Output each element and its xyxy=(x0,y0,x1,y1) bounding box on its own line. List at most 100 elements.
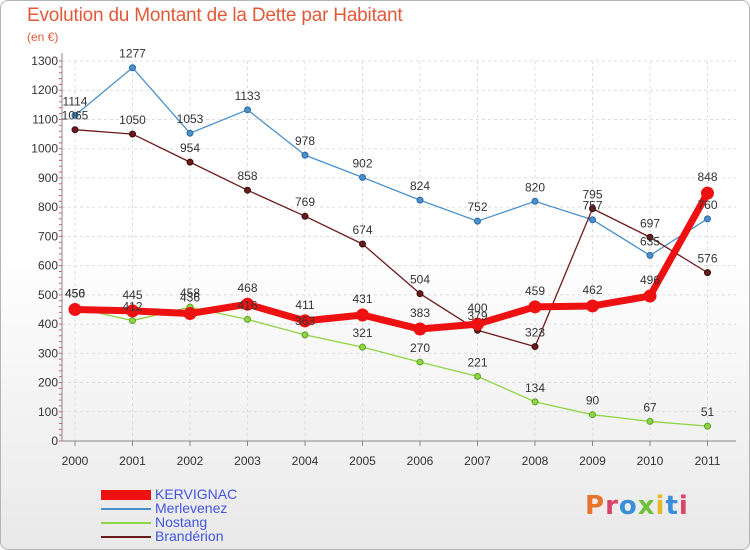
y-tick-label: 100 xyxy=(38,405,58,419)
x-tick-label: 2005 xyxy=(349,454,376,468)
x-tick-label: 2004 xyxy=(292,454,319,468)
data-point xyxy=(474,217,481,225)
series-line xyxy=(74,129,709,348)
data-label: 458 xyxy=(180,286,200,300)
chart-title: Evolution du Montant de la Dette par Hab… xyxy=(27,5,403,26)
data-label: 674 xyxy=(352,223,372,237)
data-point xyxy=(359,343,366,351)
data-point xyxy=(704,215,711,223)
data-label: 1065 xyxy=(62,109,89,123)
chart-unit-label: (en €) xyxy=(27,30,59,44)
data-point xyxy=(589,411,596,419)
logo-letter: r xyxy=(605,491,619,521)
logo-letter: o xyxy=(618,491,638,521)
series-line xyxy=(71,189,711,333)
series-line xyxy=(74,306,709,427)
data-point xyxy=(704,422,711,430)
data-point xyxy=(129,64,136,72)
y-tick-label: 0 xyxy=(51,434,58,448)
x-tick-label: 2011 xyxy=(695,454,721,468)
data-point xyxy=(413,322,427,336)
y-tick-label: 200 xyxy=(38,376,58,390)
data-point xyxy=(244,315,251,323)
data-point xyxy=(359,240,366,248)
y-tick-label: 500 xyxy=(38,288,58,302)
data-label: 411 xyxy=(295,298,314,312)
data-label: 760 xyxy=(697,198,717,212)
data-label: 445 xyxy=(122,288,142,302)
data-label: 697 xyxy=(640,216,660,230)
legend-label: Brandérion xyxy=(155,528,224,544)
x-tick-label: 2006 xyxy=(407,454,434,468)
data-point xyxy=(301,151,309,159)
legend-swatch xyxy=(101,508,151,510)
data-point xyxy=(416,196,424,204)
legend-swatch xyxy=(101,522,151,524)
data-point xyxy=(71,126,79,134)
y-tick-label: 700 xyxy=(38,229,58,243)
data-point xyxy=(701,186,714,200)
data-label: 978 xyxy=(295,134,315,148)
data-label: 436 xyxy=(180,291,200,305)
data-label: 496 xyxy=(640,273,660,287)
x-tick-label: 2002 xyxy=(177,454,204,468)
data-point xyxy=(186,158,194,166)
legend-swatch xyxy=(101,536,151,538)
data-point xyxy=(241,297,254,311)
data-point xyxy=(528,300,542,314)
data-point xyxy=(589,205,596,213)
x-tick-label: 2003 xyxy=(234,454,261,468)
data-point xyxy=(298,314,312,328)
logo-letter: i xyxy=(678,491,689,521)
legend-label: KERVIGNAC xyxy=(155,486,238,502)
data-label: 383 xyxy=(410,306,430,320)
data-label: 1277 xyxy=(119,47,146,61)
data-label: 824 xyxy=(410,179,430,193)
data-point xyxy=(531,197,539,205)
data-point xyxy=(244,106,251,114)
y-tick-label: 600 xyxy=(38,259,58,273)
data-label: 90 xyxy=(586,394,600,408)
data-label: 379 xyxy=(467,309,487,323)
data-label: 270 xyxy=(410,341,430,355)
x-tick-label: 2007 xyxy=(464,454,491,468)
data-point xyxy=(126,304,139,318)
y-tick-label: 1100 xyxy=(32,112,58,126)
data-point xyxy=(531,343,539,351)
data-label: 134 xyxy=(525,381,545,395)
data-label: 504 xyxy=(410,273,430,287)
data-label: 416 xyxy=(237,298,257,312)
logo-letter: x xyxy=(637,491,656,521)
data-label: 51 xyxy=(701,405,715,419)
data-point xyxy=(71,111,79,119)
data-label: 468 xyxy=(237,281,257,295)
data-point xyxy=(129,130,136,138)
data-label: 323 xyxy=(525,326,545,340)
data-point xyxy=(416,358,424,366)
data-label: 459 xyxy=(525,284,545,298)
legend-label: Merlevenez xyxy=(155,500,228,516)
data-label: 450 xyxy=(65,286,85,300)
data-point xyxy=(359,173,366,181)
data-point xyxy=(129,317,136,325)
data-label: 1050 xyxy=(119,113,146,127)
x-tick-label: 2000 xyxy=(62,454,89,468)
data-point xyxy=(646,251,654,259)
data-point xyxy=(301,212,309,220)
data-label: 635 xyxy=(640,234,660,248)
data-label: 858 xyxy=(237,169,257,183)
y-tick-label: 400 xyxy=(38,317,58,331)
data-label: 462 xyxy=(582,283,602,297)
data-label: 321 xyxy=(352,326,372,340)
data-label: 400 xyxy=(467,301,487,315)
data-point xyxy=(301,331,309,339)
data-point xyxy=(531,398,539,406)
x-tick-label: 2009 xyxy=(579,454,606,468)
x-tick-label: 2010 xyxy=(637,454,664,468)
legend-label: Nostang xyxy=(155,514,208,530)
y-tick-label: 900 xyxy=(38,171,58,185)
data-label: 752 xyxy=(467,200,487,214)
data-point xyxy=(589,216,596,224)
data-point xyxy=(646,417,654,425)
